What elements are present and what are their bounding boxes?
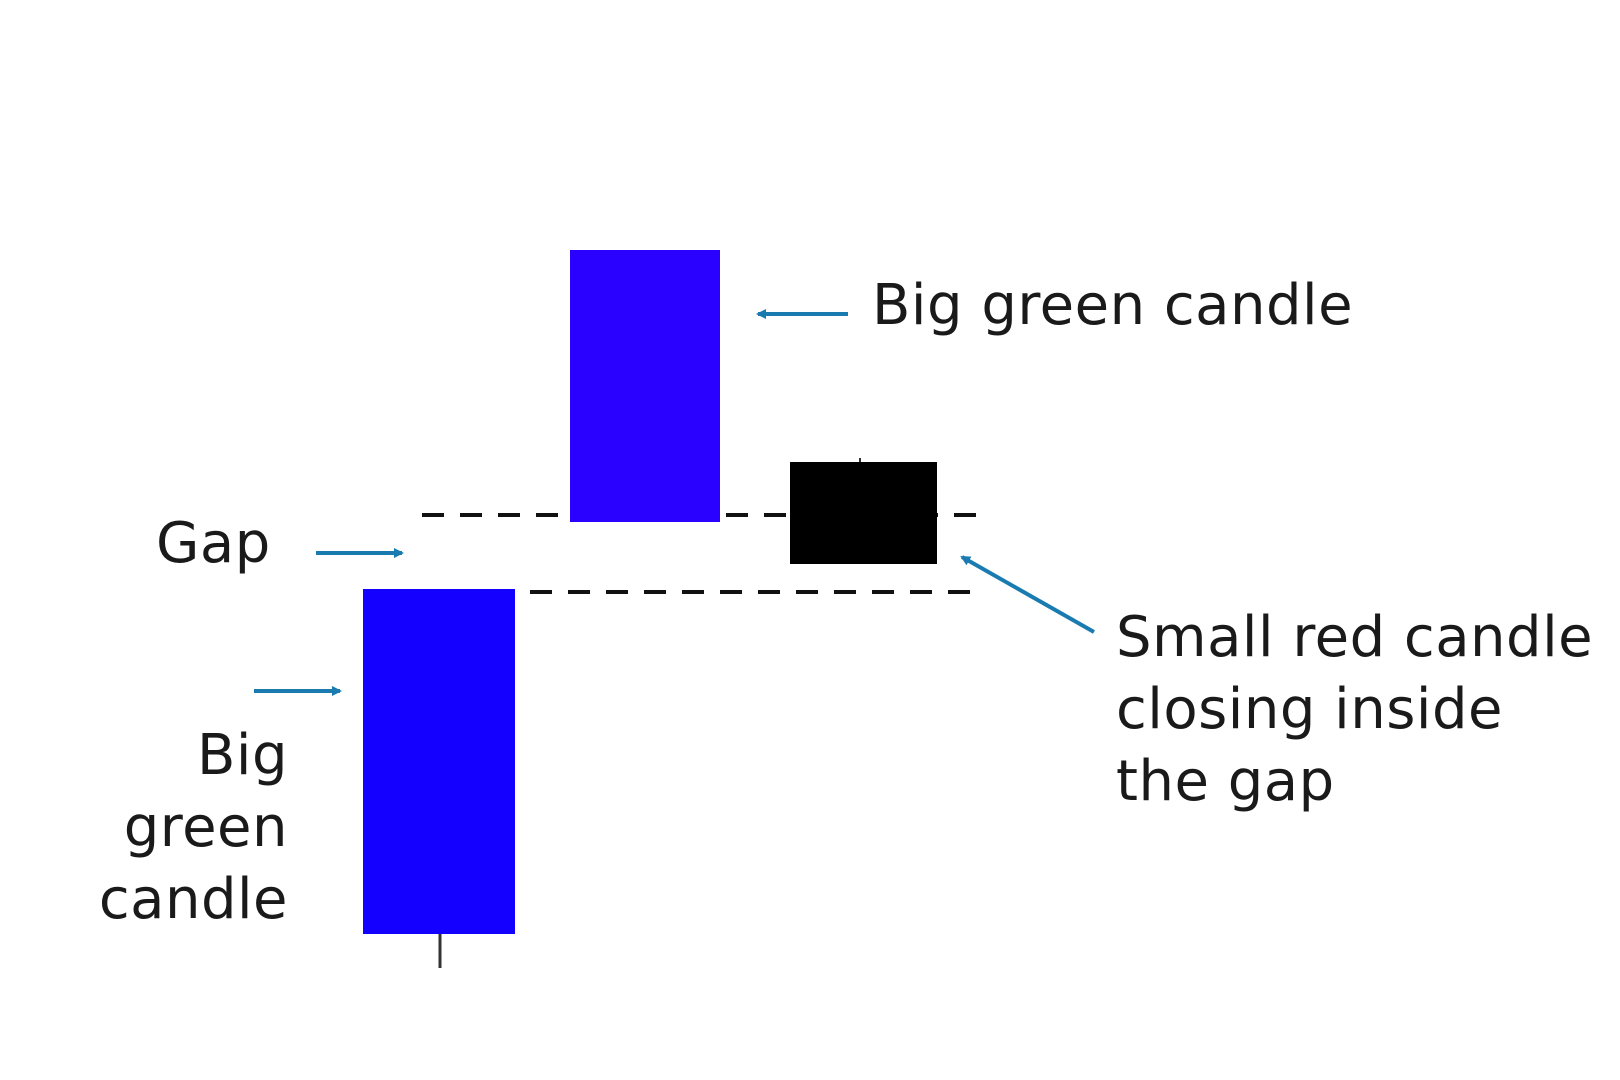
small-candle-label: Small red candle closing inside the gap <box>1116 605 1594 814</box>
arrow-icon <box>960 555 1095 634</box>
second-candle-label: Big green candle <box>872 273 1354 338</box>
small-candle <box>790 462 937 564</box>
gap-label: Gap <box>156 511 271 576</box>
second-big-candle <box>570 250 720 522</box>
first-big-candle <box>363 589 515 934</box>
first-candle-label: Big green candle <box>98 723 288 932</box>
